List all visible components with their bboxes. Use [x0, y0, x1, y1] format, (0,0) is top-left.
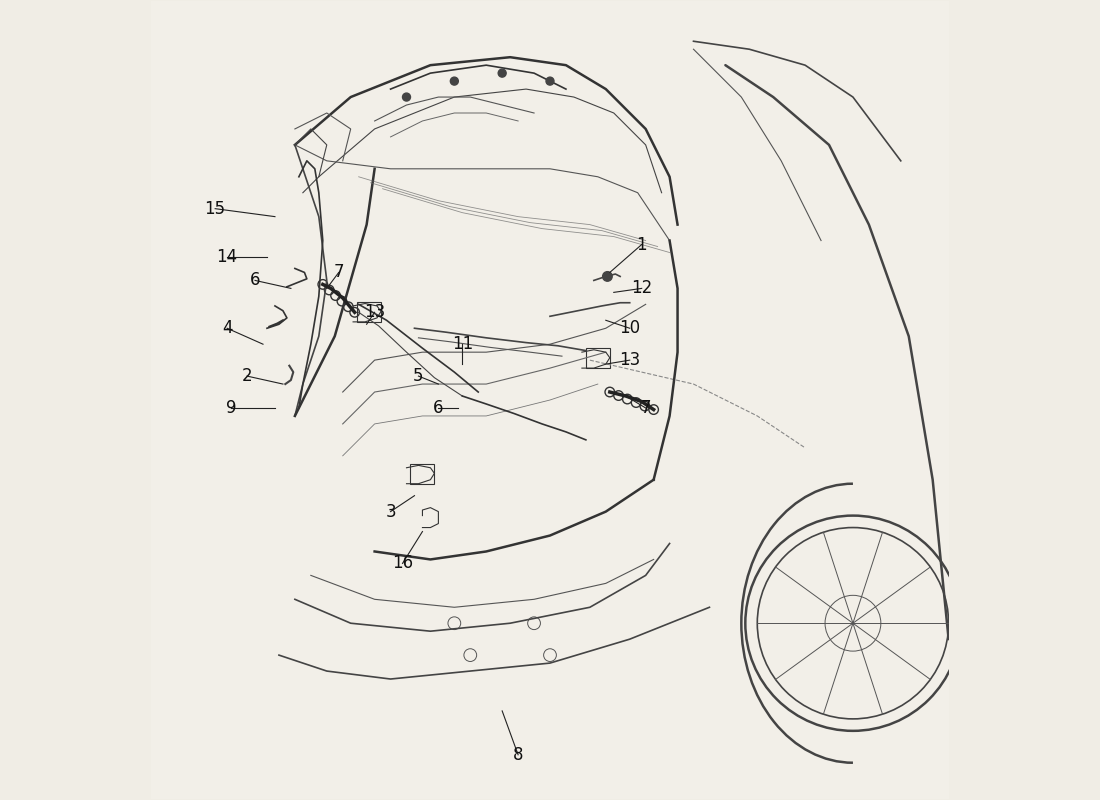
Text: 9: 9: [226, 399, 236, 417]
Text: 16: 16: [392, 554, 414, 573]
Text: 13: 13: [619, 351, 640, 369]
Circle shape: [403, 93, 410, 101]
Text: 4: 4: [222, 319, 232, 338]
Text: 1: 1: [637, 235, 647, 254]
Text: 6: 6: [250, 271, 261, 290]
Circle shape: [498, 69, 506, 77]
Text: 11: 11: [452, 335, 473, 353]
Circle shape: [603, 272, 613, 282]
Text: 10: 10: [619, 319, 640, 338]
Text: 6: 6: [433, 399, 443, 417]
Text: 13: 13: [364, 303, 385, 322]
Text: 2: 2: [242, 367, 252, 385]
Text: 7: 7: [333, 263, 344, 282]
Text: 7: 7: [640, 399, 651, 417]
Bar: [586, 348, 609, 368]
Bar: [410, 464, 435, 484]
Circle shape: [546, 77, 554, 85]
Text: 12: 12: [631, 279, 652, 298]
Text: 5: 5: [414, 367, 424, 385]
Text: 15: 15: [205, 200, 225, 218]
Text: 3: 3: [385, 502, 396, 521]
Bar: [358, 302, 381, 322]
Text: 8: 8: [513, 746, 524, 764]
Circle shape: [450, 77, 459, 85]
Text: 14: 14: [217, 247, 238, 266]
